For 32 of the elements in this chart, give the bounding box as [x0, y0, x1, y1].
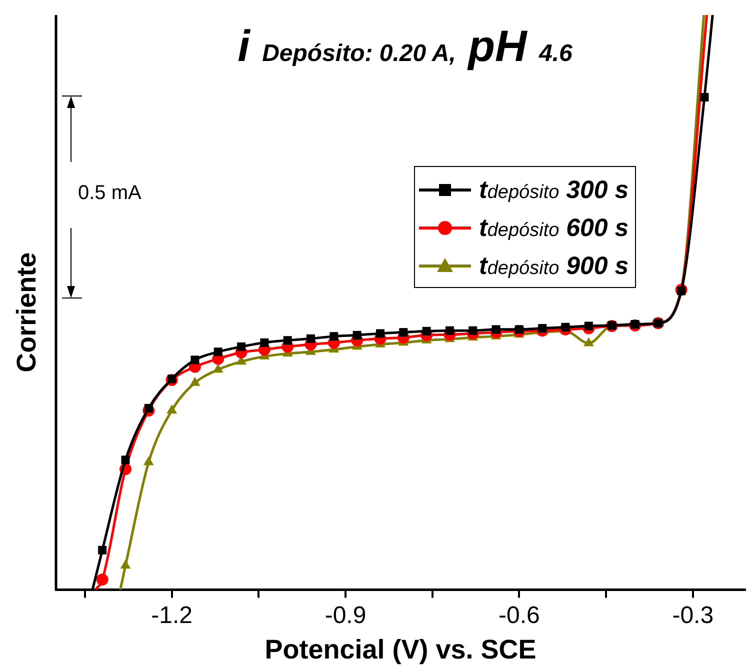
point	[190, 356, 200, 364]
point	[260, 338, 269, 347]
annotation: 0.5 mA	[78, 182, 142, 205]
x-axis-title: Potencial (V) vs. SCE	[264, 634, 536, 664]
point	[583, 337, 594, 346]
point	[190, 376, 200, 386]
point	[700, 92, 709, 102]
point	[143, 456, 154, 466]
point	[166, 404, 177, 414]
point	[283, 336, 292, 345]
point	[352, 330, 362, 340]
x-tick-label: -0.9	[324, 602, 366, 629]
point	[538, 324, 547, 333]
point	[492, 325, 500, 334]
point	[330, 332, 338, 341]
point	[376, 329, 384, 338]
point	[214, 348, 222, 356]
point	[121, 456, 130, 464]
point	[98, 546, 107, 554]
point	[237, 342, 246, 351]
point	[306, 334, 315, 343]
x-tick-label: -0.6	[498, 602, 540, 629]
point	[96, 573, 108, 586]
point	[422, 326, 431, 336]
point	[561, 322, 570, 332]
point	[212, 364, 224, 373]
x-tick-label: -0.3	[672, 602, 714, 629]
x-tick-label: -1.2	[151, 602, 192, 629]
point	[399, 328, 408, 337]
y-axis-title: Corriente	[11, 252, 42, 372]
point	[445, 326, 454, 335]
point	[120, 560, 131, 569]
